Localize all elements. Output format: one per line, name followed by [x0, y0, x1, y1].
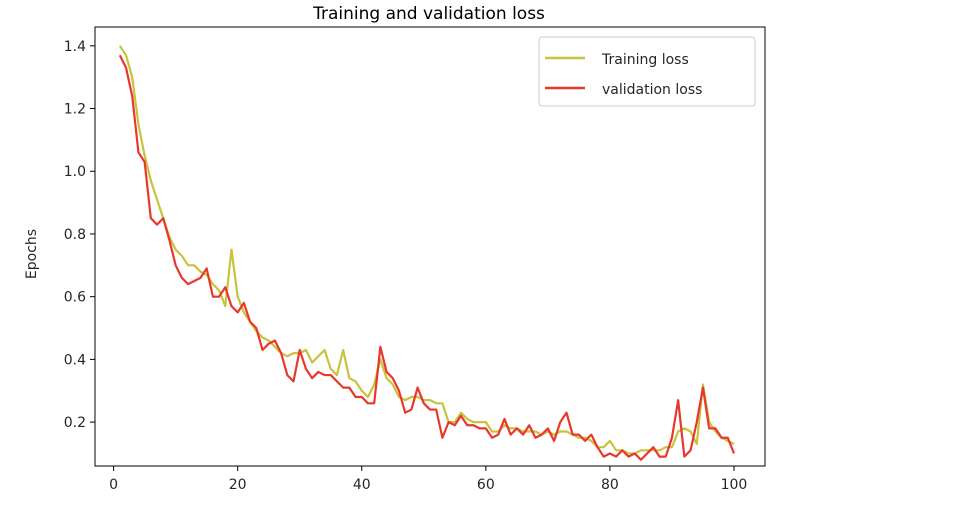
x-tick-label: 100: [721, 477, 748, 493]
x-tick-label: 0: [109, 477, 118, 493]
chart-title: Training and validation loss: [312, 4, 545, 24]
legend-box: [538, 36, 756, 107]
legend-label-validation: validation loss: [602, 82, 702, 98]
series-line-validation-loss: [118, 54, 736, 461]
x-tick-label: 60: [477, 477, 495, 493]
x-tick-label: 20: [229, 477, 247, 493]
x-tick-label: 40: [353, 477, 371, 493]
y-tick-label: 0.8: [64, 227, 86, 243]
axis-ticks: 0 20 40 60 80 100 0.2 0.4 0.6 0.8 1.0 1.2 1.4: [64, 39, 748, 493]
legend: Training loss validation loss: [538, 36, 756, 107]
plot-frame: [94, 26, 766, 467]
y-tick-label: 1.0: [64, 164, 86, 180]
y-axis-label: Epochs: [24, 229, 40, 279]
x-tick-label: 80: [601, 477, 619, 493]
y-tick-label: 1.2: [64, 102, 86, 118]
legend-label-training: Training loss: [601, 52, 689, 68]
series-line-training-loss: [118, 45, 735, 455]
y-tick-label: 0.6: [64, 290, 86, 306]
y-tick-label: 1.4: [64, 39, 86, 55]
y-tick-label: 0.2: [64, 415, 86, 431]
series-layer: [118, 45, 736, 461]
y-tick-label: 0.4: [64, 352, 86, 368]
